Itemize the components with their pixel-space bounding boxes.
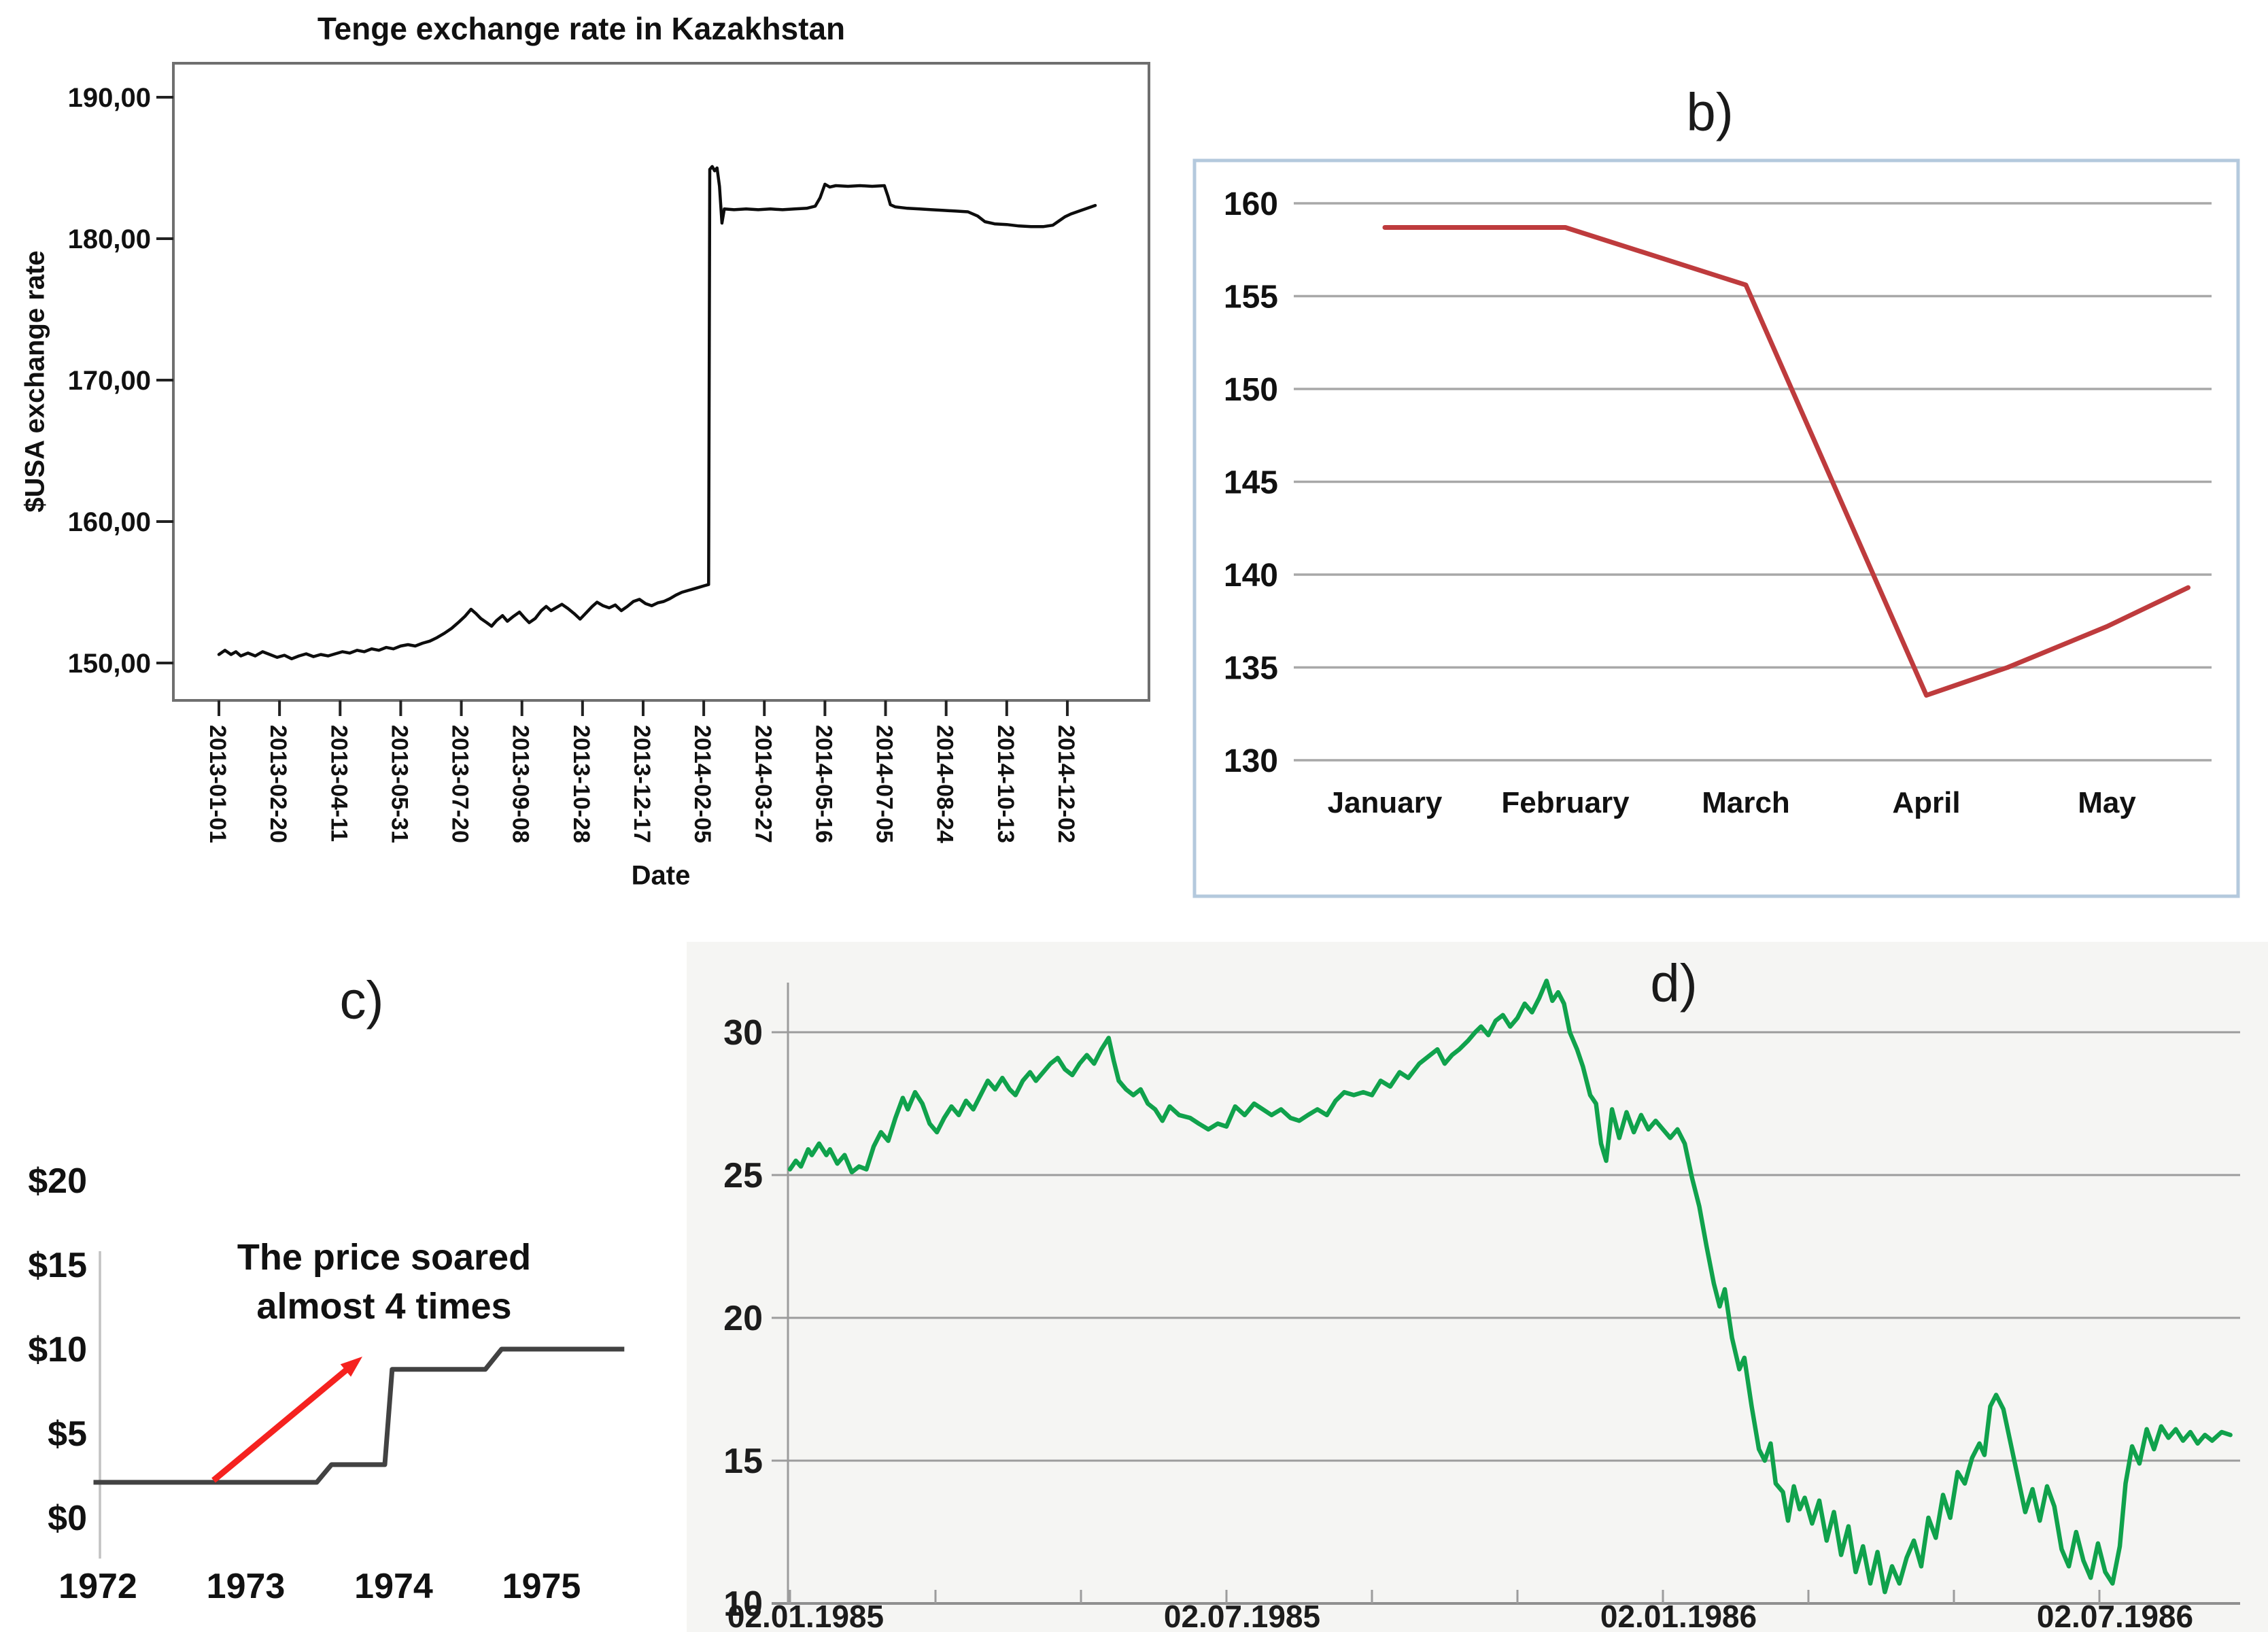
d-x-tick-label: 02.01.1985 <box>727 1599 884 1632</box>
c-arrow-shaft <box>211 1363 354 1483</box>
a-x-tick-label: 2014-12-02 <box>1053 725 1079 843</box>
b-month-label: January <box>1328 786 1443 819</box>
a-x-tick-label: 2014-08-24 <box>932 725 958 843</box>
panel-a: Tenge exchange rate in Kazakhstan a) $US… <box>0 0 1210 911</box>
b-y-tick-label: 155 <box>1224 279 1278 316</box>
a-x-tick-label: 2013-12-17 <box>629 725 655 843</box>
chart-c-annotation-line1: The price soared <box>237 1237 532 1278</box>
d-series-line <box>787 979 2233 1595</box>
a-x-tick-label: 2013-07-20 <box>447 725 473 843</box>
b-y-tick-label: 140 <box>1224 558 1278 594</box>
panel-d-letter: d) <box>1650 953 1698 1013</box>
chart-a-canvas: 190,00 180,00 170,00 160,00 150,00 2013-01-01… <box>68 62 1150 843</box>
panel-b: b) 160 155 150 145 140 135 130 January February M… <box>1183 58 2268 908</box>
b-month-label: May <box>2078 786 2136 819</box>
a-series-line <box>217 165 1097 661</box>
panel-b-letter: b) <box>1686 82 1734 142</box>
a-x-tick-label: 2014-03-27 <box>750 725 776 843</box>
d-y-tick-label: 15 <box>723 1442 763 1481</box>
c-y-tick-label: $15 <box>28 1246 87 1285</box>
c-y-tick-label: $10 <box>28 1330 87 1370</box>
a-y-tick-label: 170,00 <box>68 366 151 396</box>
c-y-tick-label: $5 <box>48 1414 87 1454</box>
d-plot-background <box>687 942 2268 1632</box>
c-y-tick-label: $0 <box>48 1499 87 1538</box>
a-x-tick-label: 2014-07-05 <box>872 725 897 843</box>
a-x-tick-label: 2013-04-11 <box>326 725 351 842</box>
panel-c: c) The price soared almost 4 times $20 $1… <box>0 952 693 1632</box>
chart-c-annotation-line2: almost 4 times <box>256 1286 512 1327</box>
b-month-label: March <box>1702 786 1790 819</box>
a-y-tick-label: 190,00 <box>68 83 151 113</box>
b-y-tick-label: 135 <box>1224 651 1278 687</box>
a-x-tick-label: 2014-10-13 <box>993 725 1018 843</box>
d-x-tick-label: 02.01.1986 <box>1600 1599 1757 1632</box>
b-y-tick-label: 130 <box>1224 743 1278 779</box>
c-series-line <box>93 1346 625 1485</box>
a-x-tick-label: 2013-10-28 <box>568 725 594 843</box>
c-x-tick-label: 1974 <box>354 1567 433 1606</box>
c-x-tick-label: 1972 <box>58 1567 137 1606</box>
c-y-tick-label: $20 <box>28 1161 87 1201</box>
b-panel-border <box>1192 158 2240 898</box>
b-series-line <box>1382 225 2190 698</box>
a-y-tick-label: 150,00 <box>68 649 151 679</box>
chart-c-annotation: The price soared almost 4 times <box>237 1233 531 1331</box>
chart-a-x-axis-title: Date <box>631 860 691 891</box>
a-x-tick-label: 2013-01-01 <box>205 725 230 843</box>
a-x-tick-label: 2013-02-20 <box>265 725 291 843</box>
a-x-tick-label: 2013-09-08 <box>508 725 534 843</box>
b-month-label: April <box>1892 786 1960 819</box>
chart-c-canvas: $20 $15 $10 $5 $0 1972 1973 1974 1975 <box>28 1161 625 1606</box>
d-x-tick-label: 02.07.1986 <box>2037 1599 2193 1632</box>
a-y-tick-label: 180,00 <box>68 224 151 254</box>
chart-b-canvas: 160 155 150 145 140 135 130 January February Marc… <box>1192 158 2240 898</box>
d-y-tick-label: 30 <box>723 1013 763 1053</box>
panel-d: 30 25 20 15 10 02.01.1985 02.07.1985 02.01.1986… <box>687 942 2268 1632</box>
b-month-label: February <box>1501 786 1630 819</box>
d-x-tick-label: 02.07.1985 <box>1164 1599 1320 1632</box>
a-y-tick-label: 160,00 <box>68 507 151 537</box>
chart-a-title: Tenge exchange rate in Kazakhstan <box>317 11 846 46</box>
panel-c-letter: c) <box>339 970 384 1030</box>
a-x-tick-label: 2014-05-16 <box>810 725 836 843</box>
c-x-tick-label: 1975 <box>502 1567 581 1606</box>
c-x-tick-label: 1973 <box>207 1567 286 1606</box>
a-x-tick-label: 2013-05-31 <box>386 725 412 843</box>
d-y-tick-label: 10 <box>723 1584 763 1624</box>
b-y-tick-label: 160 <box>1224 186 1278 222</box>
b-y-tick-label: 150 <box>1224 372 1278 408</box>
d-y-tick-label: 25 <box>723 1156 763 1195</box>
c-arrow-head <box>340 1357 362 1377</box>
d-y-tick-label: 20 <box>723 1299 763 1338</box>
a-plot-frame <box>172 62 1150 702</box>
a-x-tick-label: 2014-02-05 <box>689 725 715 843</box>
b-y-tick-label: 145 <box>1224 465 1278 501</box>
